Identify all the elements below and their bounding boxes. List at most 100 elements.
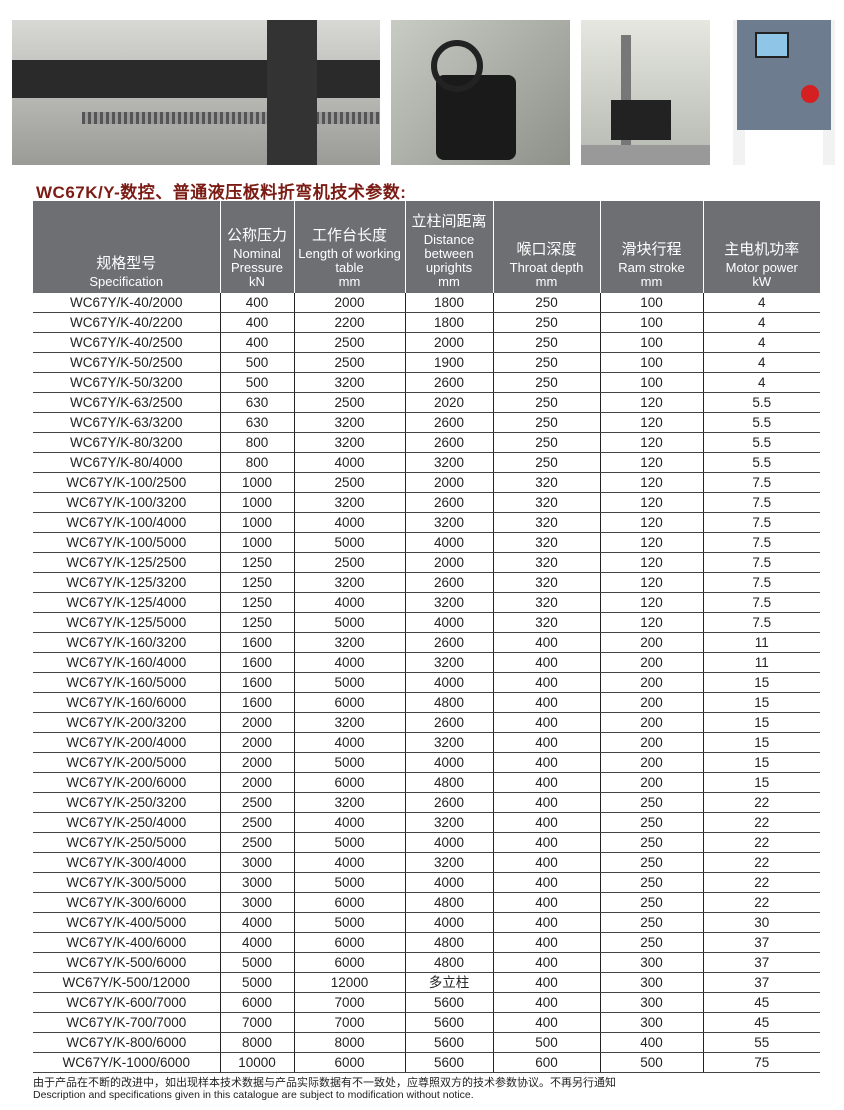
table-cell: 4 [702,332,820,353]
table-cell: 2000 [404,552,493,573]
table-row: WC67Y/K-63/2500 630 2500 2020 250 120 5.5 [33,392,820,413]
photo-control-panel [733,20,835,165]
table-cell: 7.5 [702,512,820,533]
table-cell: 2600 [404,792,493,813]
table-cell: 4800 [404,892,493,913]
table-cell: 22 [702,852,820,873]
table-cell: 3200 [293,632,405,653]
table-cell: 5.5 [702,432,820,453]
table-cell: 400 [492,792,600,813]
table-cell: WC67Y/K-400/5000 [33,912,220,933]
table-cell: 22 [702,812,820,833]
table-cell: 120 [599,552,703,573]
table-cell: 3200 [404,852,493,873]
header-unit: kW [752,274,772,289]
table-cell: 5000 [293,532,405,553]
table-cell: WC67Y/K-200/4000 [33,732,220,753]
table-row: WC67Y/K-300/4000 3000 4000 3200 400 250 22 [33,852,820,873]
table-cell: 320 [492,612,600,633]
header-cn: 主电机功率 [724,241,800,258]
table-cell: 37 [702,972,820,993]
table-cell: WC67Y/K-200/3200 [33,712,220,733]
table-cell: WC67Y/K-40/2500 [33,332,220,353]
table-cell: 250 [492,452,600,473]
table-cell: 200 [599,672,703,693]
header-en: Motor power [725,260,798,275]
table-cell: 4000 [404,612,493,633]
table-cell: 1250 [219,572,294,593]
table-row: WC67Y/K-500/6000 5000 6000 4800 400 300 37 [33,952,820,973]
table-row: WC67Y/K-250/3200 2500 3200 2600 400 250 22 [33,792,820,813]
table-cell: 300 [599,992,703,1013]
header-cn: 滑块行程 [621,241,682,258]
table-cell: 4000 [293,812,405,833]
table-cell: 400 [492,872,600,893]
table-row: WC67Y/K-200/6000 2000 6000 4800 400 200 15 [33,772,820,793]
table-cell: 1900 [404,352,493,373]
table-cell: 7.5 [702,532,820,553]
table-cell: 6000 [293,772,405,793]
table-row: WC67Y/K-100/3200 1000 3200 2600 320 120 7.5 [33,492,820,513]
table-cell: 200 [599,772,703,793]
table-cell: 250 [599,792,703,813]
table-row: WC67Y/K-40/2200 400 2200 1800 250 100 4 [33,312,820,333]
table-cell: 250 [492,372,600,393]
table-cell: 400 [599,1032,703,1053]
table-cell: 3200 [404,652,493,673]
table-row: WC67Y/K-160/3200 1600 3200 2600 400 200 11 [33,632,820,653]
table-cell: 3200 [293,432,405,453]
table-cell: 2600 [404,432,493,453]
table-cell: 4000 [404,872,493,893]
table-cell: 12000 [293,972,405,993]
table-cell: WC67Y/K-300/5000 [33,872,220,893]
table-cell: 100 [599,332,703,353]
table-cell: WC67Y/K-125/4000 [33,592,220,613]
table-cell: 多立柱 [404,972,493,993]
table-cell: 15 [702,672,820,693]
table-cell: 7.5 [702,552,820,573]
column-header: 规格型号 Specification [33,201,220,293]
table-row: WC67Y/K-200/5000 2000 5000 4000 400 200 15 [33,752,820,773]
table-cell: 2000 [404,472,493,493]
table-cell: 100 [599,372,703,393]
table-cell: 3200 [293,412,405,433]
table-cell: 4800 [404,952,493,973]
table-cell: 2500 [219,812,294,833]
column-header: 立柱间距离 Distance between uprights mm [404,201,493,293]
table-row: WC67Y/K-50/2500 500 2500 1900 250 100 4 [33,352,820,373]
table-row: WC67Y/K-50/3200 500 3200 2600 250 100 4 [33,372,820,393]
table-cell: 2600 [404,412,493,433]
table-cell: 400 [492,912,600,933]
table-cell: 11 [702,652,820,673]
table-cell: 22 [702,892,820,913]
table-cell: WC67Y/K-50/2500 [33,352,220,373]
column-header: 滑块行程 Ram stroke mm [599,201,703,293]
table-cell: 45 [702,1012,820,1033]
table-cell: 400 [492,752,600,773]
table-cell: 4 [702,372,820,393]
table-cell: 320 [492,472,600,493]
table-cell: WC67Y/K-160/4000 [33,652,220,673]
table-row: WC67Y/K-1000/6000 10000 6000 5600 600 500 75 [33,1052,820,1073]
table-cell: 1250 [219,612,294,633]
table-row: WC67Y/K-250/4000 2500 4000 3200 400 250 22 [33,812,820,833]
header-en: Nominal Pressure [230,246,284,275]
table-cell: WC67Y/K-100/3200 [33,492,220,513]
header-cn: 喉口深度 [516,241,577,258]
table-cell: 120 [599,572,703,593]
table-cell: 250 [492,332,600,353]
table-cell: 6000 [219,992,294,1013]
table-cell: WC67Y/K-400/6000 [33,932,220,953]
table-cell: 8000 [293,1032,405,1053]
table-cell: 4000 [404,912,493,933]
header-en: Ram stroke [618,260,685,275]
table-cell: 250 [492,412,600,433]
header-en: Length of working table [298,246,401,275]
table-cell: 5000 [293,912,405,933]
table-cell: 250 [492,312,600,333]
table-cell: WC67Y/K-63/2500 [33,392,220,413]
table-cell: 3200 [404,732,493,753]
table-cell: 7.5 [702,472,820,493]
table-cell: 1000 [219,532,294,553]
table-row: WC67Y/K-400/5000 4000 5000 4000 400 250 30 [33,912,820,933]
